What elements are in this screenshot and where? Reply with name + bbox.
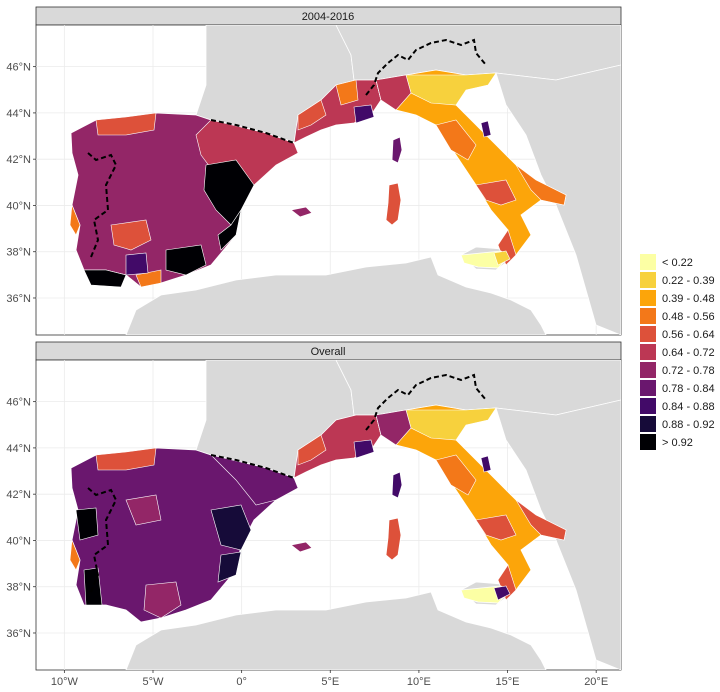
legend-label: 0.22 - 0.39 [662,275,715,287]
y-tick-label: 46°N [6,397,31,409]
legend-swatch [640,362,656,378]
y-tick-label: 40°N [6,535,31,547]
island-regions [290,136,511,269]
legend-swatch [640,308,656,324]
dashed-borders [87,373,487,593]
legend: < 0.22 0.22 - 0.39 0.39 - 0.48 0.48 - 0.56 0… [640,254,715,450]
legend-label: 0.88 - 0.92 [662,419,715,431]
map-area [36,25,621,335]
panel-top: 2004-2016 [35,6,622,336]
island-regions [290,471,511,604]
x-tick-label: 10°W [51,676,79,688]
panel-bottom: Overall [35,341,622,671]
legend-swatch [640,326,656,342]
legend-label: 0.78 - 0.84 [662,383,715,395]
italy-regions [375,69,567,266]
italy-regions [375,404,567,601]
france-regions [293,79,382,144]
legend-swatch [640,398,656,414]
dashed-borders [87,38,487,258]
legend-swatch [640,344,656,360]
iberia-regions [69,447,299,623]
legend-label: 0.84 - 0.88 [662,401,715,413]
strip-label: Overall [311,346,346,358]
iberia-regions [69,112,299,288]
france-regions [293,414,382,479]
y-tick-label: 44°N [6,108,31,120]
y-tick-label: 44°N [6,443,31,455]
legend-label: 0.48 - 0.56 [662,311,715,323]
legend-swatch [640,290,656,306]
legend-swatch [640,416,656,432]
y-tick-label: 36°N [6,628,31,640]
x-tick-label: 15°E [496,676,520,688]
x-tick-label: 5°E [321,676,339,688]
legend-label: 0.72 - 0.78 [662,365,715,377]
y-tick-label: 46°N [6,62,31,74]
x-tick-label: 10°E [407,676,431,688]
y-tick-label: 40°N [6,200,31,212]
y-tick-label: 36°N [6,293,31,305]
legend-swatch [640,254,656,270]
y-tick-label: 38°N [6,247,31,259]
legend-swatch [640,434,656,450]
legend-label: < 0.22 [662,257,693,269]
x-axis: 10°W 5°W 0° 5°E 10°E 15°E 20°E [51,670,608,688]
y-tick-label: 42°N [6,489,31,501]
x-tick-label: 0° [236,676,247,688]
legend-swatch [640,272,656,288]
y-tick-label: 42°N [6,154,31,166]
y-axis-top: 36°N 38°N 40°N 42°N 44°N 46°N [6,62,36,305]
legend-label: > 0.92 [662,437,693,449]
y-axis-bottom: 36°N 38°N 40°N 42°N 44°N 46°N [6,397,36,640]
legend-label: 0.64 - 0.72 [662,347,715,359]
x-tick-label: 20°E [584,676,608,688]
map-area [36,360,621,670]
legend-swatch [640,380,656,396]
y-tick-label: 38°N [6,582,31,594]
strip-label: 2004-2016 [302,11,355,23]
legend-label: 0.39 - 0.48 [662,293,715,305]
x-tick-label: 5°W [143,676,165,688]
legend-label: 0.56 - 0.64 [662,329,715,341]
